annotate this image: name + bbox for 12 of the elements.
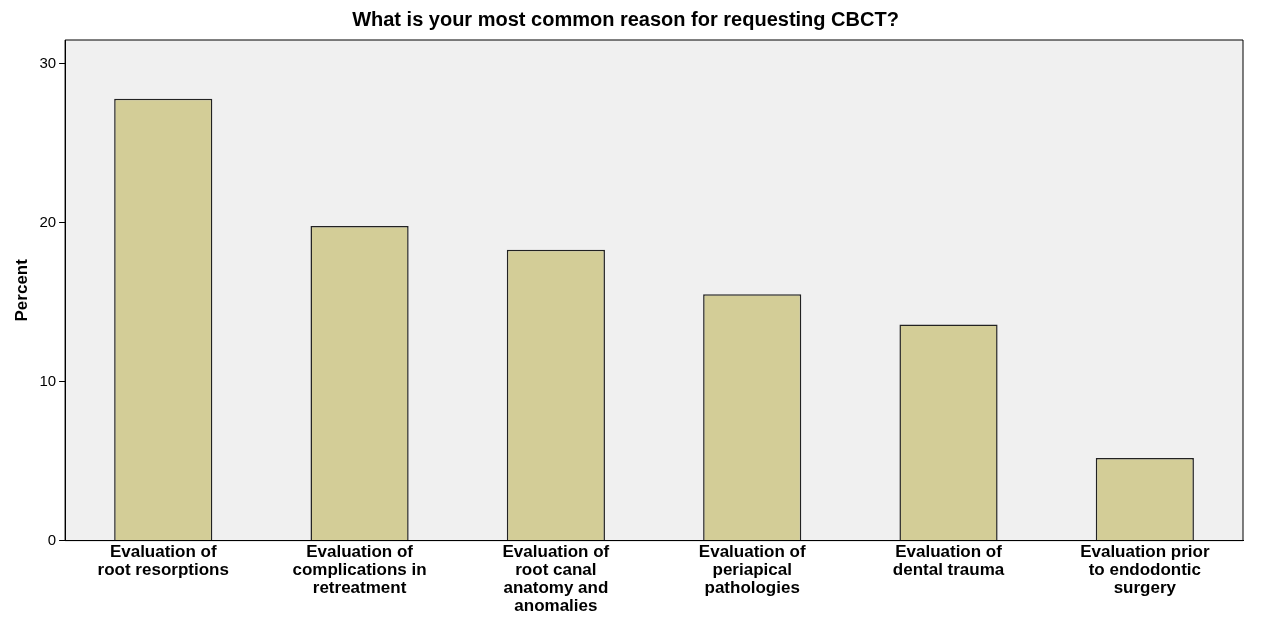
y-tick-label: 30 <box>39 53 57 71</box>
chart-title: What is your most common reason for requesting CBCT? <box>352 7 899 30</box>
y-tick-label: 10 <box>39 371 57 389</box>
x-tick-label: Evaluation of complications in retreatment <box>292 542 427 597</box>
x-tick-label: Evaluation of dental trauma <box>892 542 1005 580</box>
x-tick-label: Evaluation of root resorptions <box>97 542 229 580</box>
x-tick-label: Evaluation of root canal anatomy and anomalies <box>502 542 610 615</box>
y-tick-label: 20 <box>39 212 57 230</box>
x-tick-label: Evaluation prior to endodontic surgery <box>1080 542 1210 597</box>
y-tick-label: 0 <box>47 530 57 548</box>
y-axis-title: Percent <box>11 258 31 322</box>
x-tick-label: Evaluation of periapical pathologies <box>698 542 806 597</box>
